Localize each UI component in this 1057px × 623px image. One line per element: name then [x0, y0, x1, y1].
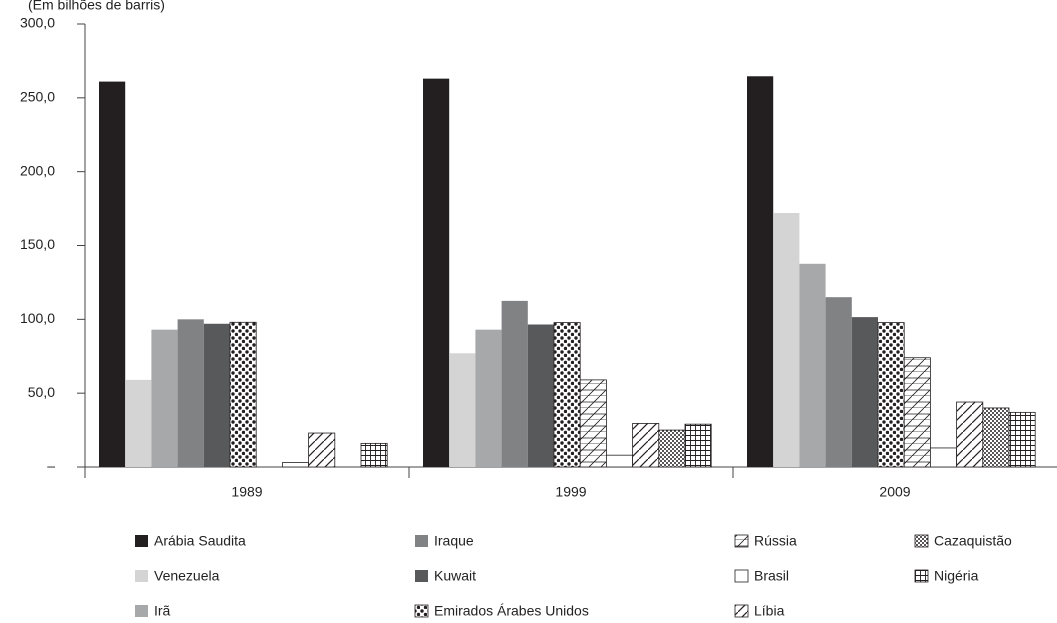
y-tick-label: 150,0: [20, 236, 55, 252]
legend-label: Emirados Árabes Unidos: [434, 603, 589, 619]
x-tick-label: 1989: [231, 484, 262, 500]
bar: [501, 300, 528, 467]
bar: [99, 81, 126, 467]
legend-label: Venezuela: [154, 568, 220, 584]
legend-swatch: [734, 569, 749, 583]
y-tick-label: 300,0: [20, 15, 55, 31]
legend-swatch: [734, 604, 749, 618]
bar: [553, 322, 581, 468]
legend-swatch: [734, 534, 749, 548]
bar: [281, 462, 309, 468]
bar: [799, 263, 826, 467]
y-tick-label: 250,0: [20, 89, 55, 105]
legend-label: Rússia: [754, 533, 797, 549]
bar: [177, 319, 204, 467]
bar: [658, 429, 686, 468]
bar: [877, 322, 905, 468]
bar: [203, 323, 230, 467]
y-tick-label: 200,0: [20, 162, 55, 178]
bar: [151, 329, 178, 467]
legend-label: Cazaquistão: [934, 533, 1012, 549]
legend-swatch: [415, 535, 428, 547]
chart-subtitle: (Em bilhões de barris): [28, 0, 165, 13]
bar: [125, 379, 152, 467]
bar: [773, 213, 800, 467]
legend-swatch: [135, 535, 148, 547]
bar: [956, 401, 984, 468]
legend-swatch: [914, 534, 929, 548]
legend-label: Iraque: [434, 533, 474, 549]
bar: [579, 379, 607, 468]
legend-label: Arábia Saudita: [154, 533, 246, 549]
legend-label: Irã: [154, 603, 171, 619]
legend-label: Líbia: [754, 603, 785, 619]
x-tick-label: 1999: [555, 484, 586, 500]
bar: [527, 324, 554, 467]
x-tick-label: 2009: [879, 484, 910, 500]
bar: [1008, 411, 1036, 468]
bar: [747, 76, 774, 468]
bar: [982, 407, 1010, 468]
bar: [684, 423, 712, 468]
legend-label: Nigéria: [934, 568, 979, 584]
bar: [229, 321, 257, 468]
bar: [475, 329, 502, 467]
bar: [308, 432, 336, 468]
legend-swatch: [415, 570, 428, 582]
legend-label: Kuwait: [434, 568, 476, 584]
bar: [825, 297, 852, 467]
bar: [360, 442, 388, 468]
legend-swatch: [414, 604, 429, 618]
bar: [606, 454, 634, 468]
legend-label: Brasil: [754, 568, 789, 584]
bar: [632, 423, 660, 468]
y-tick-label: 100,0: [20, 310, 55, 326]
legend-swatch: [135, 570, 148, 582]
bar: [449, 353, 476, 467]
bar: [930, 447, 958, 468]
y-tick-label: –: [47, 458, 55, 474]
bar: [903, 357, 931, 468]
y-tick-label: 50,0: [28, 384, 55, 400]
legend-swatch: [914, 569, 929, 583]
bar: [851, 317, 878, 467]
legend-swatch: [135, 605, 148, 617]
bar: [423, 78, 450, 468]
